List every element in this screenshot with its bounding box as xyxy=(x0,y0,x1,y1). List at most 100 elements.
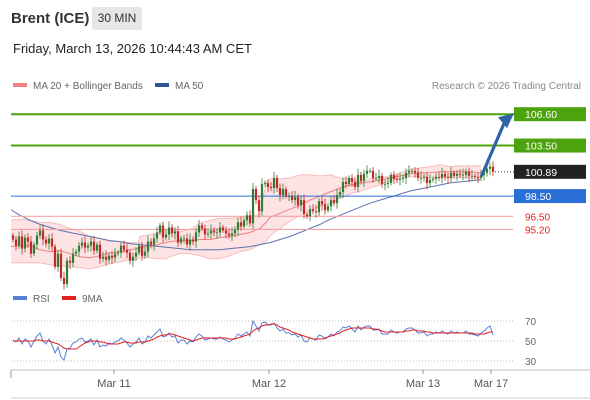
candle-body xyxy=(452,172,456,176)
candle-body xyxy=(260,183,264,212)
candle-body xyxy=(164,234,168,238)
resistance-tag-0 xyxy=(514,107,586,122)
instrument-title: Brent (ICE) xyxy=(11,10,90,27)
x-axis-label: Mar 17 xyxy=(474,378,508,390)
candle-body xyxy=(71,253,75,263)
candle-body xyxy=(56,253,60,267)
candle-body xyxy=(392,174,396,179)
candle-body xyxy=(32,244,36,254)
candle-body xyxy=(353,181,357,187)
candle-body xyxy=(251,189,255,224)
resistance-tag-1 xyxy=(514,138,586,153)
candle-body xyxy=(161,225,165,238)
interval-button[interactable]: 30 MIN xyxy=(92,7,142,30)
candle-body xyxy=(320,201,324,205)
candle-body xyxy=(215,232,219,234)
candle-body xyxy=(212,230,216,233)
candle-body xyxy=(365,170,369,174)
legend-ma20-swatch xyxy=(13,83,27,88)
candle-body xyxy=(254,189,258,201)
candle-body xyxy=(143,251,147,256)
legend-ma50-swatch xyxy=(155,83,169,88)
candle-body xyxy=(293,197,297,201)
candle-body xyxy=(323,204,327,211)
candle-body xyxy=(350,177,354,182)
candle-body xyxy=(170,227,174,234)
candle-body xyxy=(269,186,273,188)
candle-body xyxy=(188,239,192,245)
candle-body xyxy=(314,211,318,213)
copyright-text: Research © 2026 Trading Central xyxy=(431,81,581,92)
x-axis-label: Mar 13 xyxy=(406,378,440,390)
candle-body xyxy=(302,200,306,215)
candle-body xyxy=(149,241,153,245)
candle-body xyxy=(242,220,246,227)
candle-body xyxy=(464,171,468,175)
rsi-tick-label: 70 xyxy=(525,317,537,328)
candle-body xyxy=(137,245,141,253)
candle-body xyxy=(341,181,345,193)
rsi-line xyxy=(12,319,494,361)
candle-body xyxy=(53,246,57,267)
candle-body xyxy=(347,177,351,184)
candle-body xyxy=(83,242,87,248)
candle-body xyxy=(23,237,27,249)
candle-body xyxy=(86,245,90,248)
candle-body xyxy=(368,170,372,172)
candle-body xyxy=(179,238,183,243)
legend-ma50-label: MA 50 xyxy=(175,81,204,92)
candle-body xyxy=(110,255,114,258)
candle-body xyxy=(344,181,348,184)
candle-body xyxy=(44,239,48,244)
candle-body xyxy=(371,170,375,178)
candle-body xyxy=(98,244,102,259)
candle-body xyxy=(176,231,180,243)
candle-body xyxy=(413,170,417,173)
candle-body xyxy=(128,252,132,261)
candle-body xyxy=(152,238,156,245)
candle-body xyxy=(35,235,39,245)
bands-group xyxy=(11,164,481,270)
pivot-label-2: 98.50 xyxy=(525,191,551,203)
candle-body xyxy=(308,209,312,217)
candle-body xyxy=(38,230,42,236)
candle-body xyxy=(485,168,489,173)
candle-body xyxy=(263,182,267,184)
candle-body xyxy=(389,174,393,183)
candle-body xyxy=(29,241,33,254)
candle-body xyxy=(383,183,387,185)
candle-body xyxy=(407,170,411,173)
candle-body xyxy=(200,225,204,229)
chart-datetime: Friday, March 13, 2026 10:44:43 AM CET xyxy=(13,41,252,56)
candle-body xyxy=(362,173,366,181)
legend-rsi-swatch xyxy=(13,296,27,301)
current-price-label: 100.89 xyxy=(525,167,557,179)
candle-body xyxy=(104,256,108,260)
candle-body xyxy=(173,231,177,234)
legend-9ma-swatch xyxy=(62,296,76,301)
legend-ma50: MA 50 xyxy=(155,81,203,92)
candle-body xyxy=(356,174,360,187)
ma20-line xyxy=(11,171,481,259)
candle-body xyxy=(68,260,72,263)
candle-body xyxy=(158,225,162,233)
x-axis-label: Mar 12 xyxy=(252,378,286,390)
candle-body xyxy=(299,200,303,206)
candle-body xyxy=(443,173,447,177)
candle-body xyxy=(239,222,243,227)
resistance-label-1: 103.50 xyxy=(525,141,557,153)
candle-body xyxy=(107,255,111,260)
candle-body xyxy=(332,200,336,204)
candle-body xyxy=(311,209,315,212)
candle-body xyxy=(437,176,441,178)
candle-body xyxy=(272,177,276,188)
pivot-tag-2 xyxy=(514,189,586,204)
candle-body xyxy=(191,239,195,242)
support-label-4: 95.20 xyxy=(525,225,550,236)
candle-body xyxy=(221,227,225,231)
candle-body xyxy=(119,245,123,253)
candle-body xyxy=(206,233,210,235)
bollinger-lower-line xyxy=(11,176,481,270)
legend-9ma-label: 9MA xyxy=(82,294,103,305)
